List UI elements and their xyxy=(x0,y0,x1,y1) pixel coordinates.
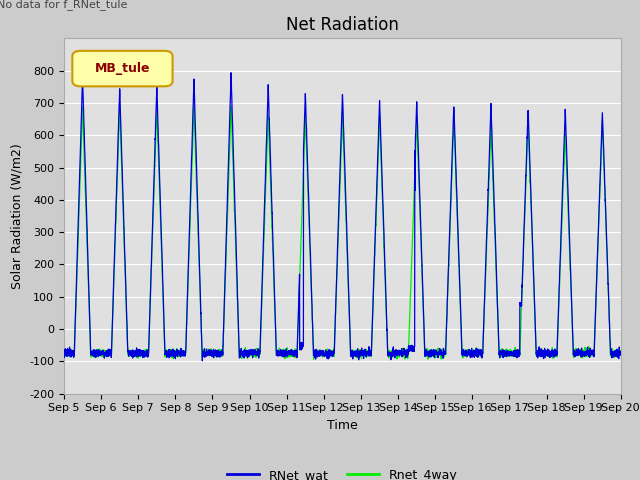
Rnet_4way xyxy=(436,349,444,355)
RNet_wat xyxy=(499,351,507,357)
RNet_wat xyxy=(617,349,625,355)
Line: RNet_wat: RNet_wat xyxy=(64,73,621,361)
Y-axis label: Solar Radiation (W/m2): Solar Radiation (W/m2) xyxy=(11,143,24,289)
X-axis label: Time: Time xyxy=(327,419,358,432)
Text: MB_tule: MB_tule xyxy=(95,62,150,75)
Text: No data for f_RNet_tule: No data for f_RNet_tule xyxy=(0,0,127,10)
Rnet_4way xyxy=(60,352,68,358)
FancyBboxPatch shape xyxy=(72,51,173,86)
Rnet_4way xyxy=(160,322,168,327)
Rnet_4way xyxy=(468,350,476,356)
Rnet_4way xyxy=(322,352,330,358)
RNet_wat xyxy=(160,322,168,327)
RNet_wat xyxy=(436,349,444,355)
RNet_wat xyxy=(322,350,330,356)
RNet_wat xyxy=(198,358,206,364)
RNet_wat xyxy=(468,352,476,358)
Rnet_4way xyxy=(499,349,507,355)
Rnet_4way xyxy=(310,357,317,362)
Line: Rnet_4way: Rnet_4way xyxy=(64,106,621,360)
RNet_wat xyxy=(60,347,68,353)
Rnet_4way xyxy=(190,103,198,108)
Rnet_4way xyxy=(616,350,624,356)
Rnet_4way xyxy=(617,349,625,355)
Title: Net Radiation: Net Radiation xyxy=(286,16,399,34)
Legend: RNet_wat, Rnet_4way: RNet_wat, Rnet_4way xyxy=(223,464,462,480)
RNet_wat xyxy=(227,70,235,76)
RNet_wat xyxy=(616,351,624,357)
